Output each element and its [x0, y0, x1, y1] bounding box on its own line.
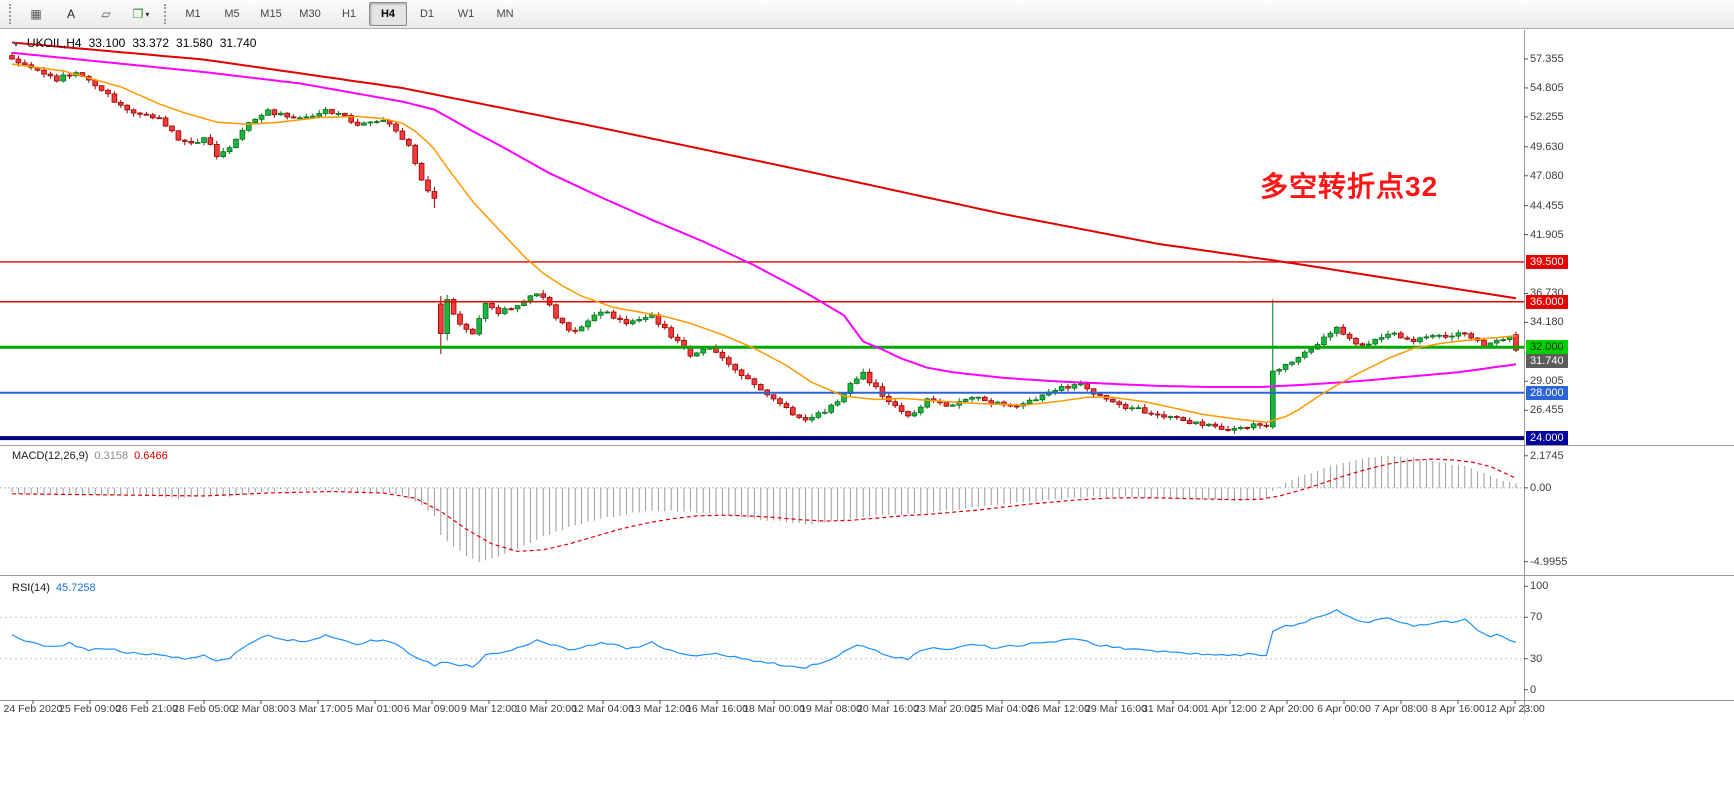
- symbol-ohlc-label: ▼ UKOIL,H4 33.100 33.372 31.580 31.740: [12, 36, 256, 50]
- text-annotation-button[interactable]: A: [54, 2, 88, 26]
- timeframe-button-w1[interactable]: W1: [457, 8, 475, 20]
- symbol-expander-icon[interactable]: ▼: [12, 40, 20, 49]
- objects-icon: ▱: [101, 7, 111, 21]
- chart-mode-icon: ▦: [30, 7, 42, 21]
- rsi-line: [11, 608, 1517, 669]
- ma-mid-magenta: [11, 51, 1517, 388]
- candles: [9, 51, 1519, 434]
- ohlc-low: 31.580: [176, 36, 213, 50]
- timeframe-button-d1[interactable]: D1: [419, 8, 435, 20]
- macd-signal-line: [12, 458, 1517, 552]
- ohlc-close: 31.740: [219, 36, 257, 50]
- macd-indicator-label: MACD(12,26,9) 0.3158 0.6466: [12, 450, 168, 462]
- toolbar-drag-handle[interactable]: [164, 4, 168, 24]
- dropdown-caret-icon: ▾: [145, 9, 150, 19]
- ma-slow-red: [11, 41, 1517, 300]
- chart-annotation-text[interactable]: 多空转折点32: [1260, 171, 1439, 202]
- ohlc-high: 33.372: [132, 36, 170, 50]
- text-annotation-icon: A: [66, 7, 75, 21]
- macd-signal-value: 0.6466: [134, 450, 168, 462]
- rsi-name: RSI(14): [12, 582, 50, 594]
- timeframe-button-m1[interactable]: M1: [185, 8, 201, 20]
- timeframe-button-h4[interactable]: H4: [369, 2, 407, 26]
- timeframe-button-mn[interactable]: MN: [496, 8, 514, 20]
- toolbar: ▦ A ▱ ❐ ▾ M1 M5 M15 M30 H1 H4 D1 W1 MN: [0, 0, 1734, 29]
- objects-button[interactable]: ▱: [89, 2, 123, 26]
- macd-main-value: 0.3158: [94, 450, 129, 462]
- timeframe-button-m5[interactable]: M5: [224, 8, 240, 20]
- symbol-name: UKOIL,H4: [26, 36, 82, 50]
- ohlc-open: 33.100: [88, 36, 126, 50]
- rsi-indicator-label: RSI(14) 45.7258: [12, 582, 96, 594]
- ma-fast-orange: [11, 63, 1517, 424]
- timeframe-button-h1[interactable]: H1: [341, 8, 357, 20]
- layouts-button[interactable]: ❐ ▾: [124, 2, 158, 26]
- macd-name: MACD(12,26,9): [12, 450, 89, 462]
- macd-histogram: [11, 455, 1517, 563]
- timeframe-toolbar: M1 M5 M15 M30 H1 H4 D1 W1 MN: [174, 2, 524, 26]
- timeframe-button-m15[interactable]: M15: [260, 8, 282, 20]
- toolbar-drag-handle[interactable]: [9, 4, 13, 24]
- rsi-value: 45.7258: [55, 582, 96, 594]
- toolbar-left-group: ▦ A ▱ ❐ ▾: [19, 2, 158, 26]
- layouts-icon: ❐: [132, 7, 144, 21]
- chart-mode-button[interactable]: ▦: [19, 2, 53, 26]
- timeframe-button-m30[interactable]: M30: [299, 8, 321, 20]
